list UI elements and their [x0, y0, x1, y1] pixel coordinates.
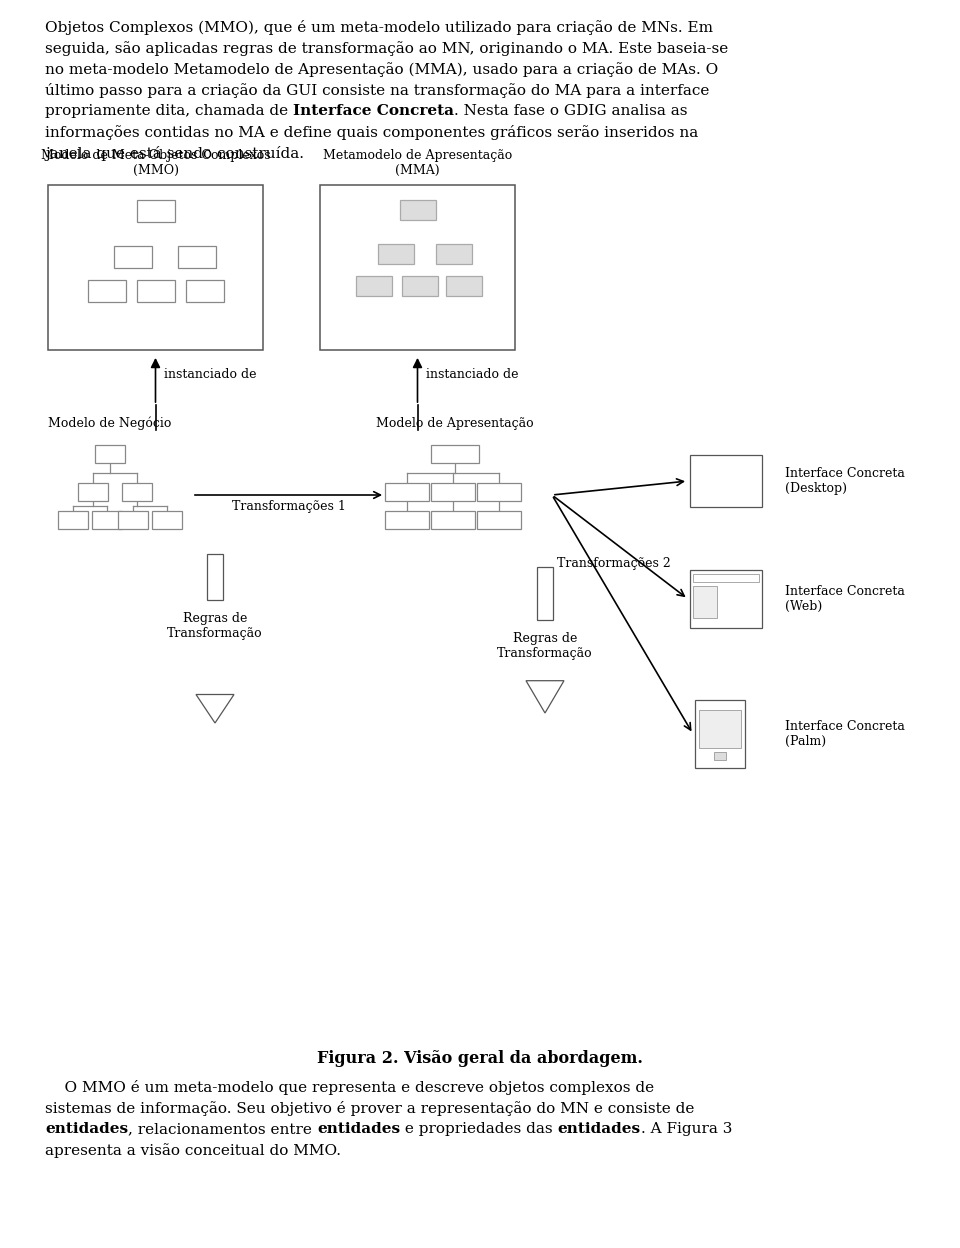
Text: instanciado de: instanciado de	[425, 368, 518, 382]
Bar	[320, 185, 515, 349]
Polygon shape	[526, 680, 564, 713]
Bar	[92, 510, 122, 529]
Bar	[377, 245, 414, 265]
Bar	[355, 276, 392, 296]
Text: Modelo de Apresentação: Modelo de Apresentação	[376, 417, 534, 431]
Bar	[431, 446, 479, 463]
Text: seguida, são aplicadas regras de transformação ao MN, originando o MA. Este base: seguida, são aplicadas regras de transfo…	[45, 41, 729, 56]
Text: propriamente dita, chamada de: propriamente dita, chamada de	[45, 104, 293, 119]
Bar	[537, 568, 553, 620]
Bar	[87, 280, 126, 302]
Text: . A Figura 3: . A Figura 3	[640, 1122, 732, 1136]
Bar	[385, 510, 429, 529]
Text: O MMO é um meta-modelo que representa e descreve objetos complexos de: O MMO é um meta-modelo que representa e …	[45, 1080, 654, 1094]
Text: Modelo de Negócio: Modelo de Negócio	[48, 417, 172, 431]
Bar	[185, 280, 224, 302]
Text: entidades: entidades	[558, 1122, 640, 1136]
Text: Regras de
Transformação: Regras de Transformação	[497, 631, 593, 660]
Bar	[178, 246, 215, 268]
Text: Interface Concreta
(Web): Interface Concreta (Web)	[785, 585, 905, 613]
Bar	[401, 276, 438, 296]
Text: Figura 2. Visão geral da abordagem.: Figura 2. Visão geral da abordagem.	[317, 1050, 643, 1067]
Bar	[693, 587, 717, 618]
Text: Objetos Complexos (MMO), que é um meta-modelo utilizado para criação de MNs. Em: Objetos Complexos (MMO), que é um meta-m…	[45, 20, 713, 35]
Bar	[445, 276, 482, 296]
Text: Transformações 2: Transformações 2	[557, 557, 670, 570]
Bar	[113, 246, 152, 268]
Bar	[699, 710, 741, 748]
Bar	[693, 574, 759, 582]
Text: , relacionamentos entre: , relacionamentos entre	[128, 1122, 317, 1136]
Text: Interface Concreta
(Desktop): Interface Concreta (Desktop)	[785, 467, 905, 495]
Bar	[714, 753, 726, 760]
Bar	[122, 483, 152, 500]
Text: . Nesta fase o GDIG analisa as: . Nesta fase o GDIG analisa as	[454, 104, 687, 119]
Bar	[477, 510, 521, 529]
Text: Interface Concreta: Interface Concreta	[293, 104, 454, 119]
Text: entidades: entidades	[317, 1122, 400, 1136]
Bar	[477, 483, 521, 500]
Text: apresenta a visão conceitual do MMO.: apresenta a visão conceitual do MMO.	[45, 1143, 341, 1158]
Bar	[136, 200, 175, 222]
Bar	[431, 510, 475, 529]
Bar	[78, 483, 108, 500]
Text: entidades: entidades	[45, 1122, 128, 1136]
Bar	[207, 554, 223, 600]
Bar	[690, 456, 762, 507]
Text: Interface Concreta
(Palm): Interface Concreta (Palm)	[785, 720, 905, 748]
Polygon shape	[196, 694, 234, 723]
Bar	[385, 483, 429, 500]
Bar	[695, 700, 745, 768]
Bar	[436, 245, 471, 265]
Bar	[431, 483, 475, 500]
Text: janela que está sendo construída.: janela que está sendo construída.	[45, 146, 304, 161]
Text: Transformações 1: Transformações 1	[231, 500, 346, 513]
Text: último passo para a criação da GUI consiste na transformação do MA para a interf: último passo para a criação da GUI consi…	[45, 84, 709, 99]
Bar	[118, 510, 148, 529]
Bar	[136, 280, 175, 302]
Text: informações contidas no MA e define quais componentes gráficos serão inseridos n: informações contidas no MA e define quai…	[45, 125, 698, 140]
Text: no meta-modelo Metamodelo de Apresentação (MMA), usado para a criação de MAs. O: no meta-modelo Metamodelo de Apresentaçã…	[45, 62, 718, 77]
Bar	[58, 510, 88, 529]
Text: Modelo de Meta-Objetos Complexos
(MMO): Modelo de Meta-Objetos Complexos (MMO)	[40, 149, 271, 177]
Text: Regras de
Transformação: Regras de Transformação	[167, 612, 263, 640]
Text: e propriedades das: e propriedades das	[400, 1122, 558, 1136]
Bar	[152, 510, 182, 529]
Bar	[399, 200, 436, 220]
Bar	[48, 185, 263, 349]
Text: sistemas de informação. Seu objetivo é prover a representação do MN e consiste d: sistemas de informação. Seu objetivo é p…	[45, 1101, 694, 1116]
Text: Metamodelo de Apresentação
(MMA): Metamodelo de Apresentação (MMA)	[323, 149, 512, 177]
Bar	[690, 570, 762, 628]
Bar	[95, 446, 125, 463]
Text: instanciado de: instanciado de	[163, 368, 256, 382]
